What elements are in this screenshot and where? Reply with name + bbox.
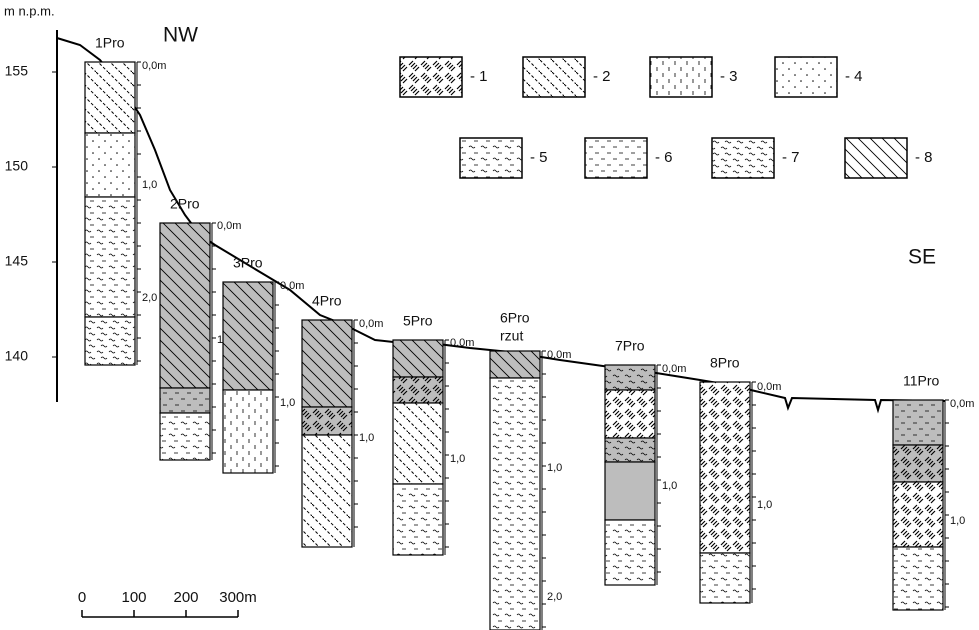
section-diagram: m n.p.m. NW SE 0 100 200 300m 155 150 145 140 -…	[0, 0, 979, 630]
legend-label: - 4	[845, 68, 863, 85]
profile-name: 7Pro	[615, 338, 645, 354]
depth-label: 0,0m	[450, 337, 474, 349]
layer	[85, 133, 135, 197]
layer	[605, 365, 655, 390]
layer	[302, 320, 352, 407]
legend-label: - 3	[720, 68, 738, 85]
layer	[223, 282, 273, 390]
layer	[393, 403, 443, 484]
profile-name: 2Pro	[170, 196, 200, 212]
profile-name: 11Pro	[903, 373, 940, 389]
layer	[393, 340, 443, 377]
profile-name: 4Pro	[312, 293, 342, 309]
scale-label: 300m	[219, 589, 257, 606]
depth-label: 1,0	[547, 462, 562, 474]
depth-label: 0,0m	[359, 318, 383, 330]
layer	[893, 445, 943, 482]
y-tick-label: 150	[5, 158, 29, 174]
depth-label: 1	[217, 334, 223, 346]
depth-label: 0,0m	[142, 60, 166, 72]
legend-label: - 7	[782, 149, 800, 166]
depth-label: 0,0m	[757, 381, 781, 393]
layer	[302, 435, 352, 547]
layer	[302, 407, 352, 435]
layer	[893, 400, 943, 445]
layer	[490, 378, 540, 630]
depth-label: 1,0	[662, 480, 677, 492]
profile-sublabel: rzut	[500, 328, 523, 344]
layer	[490, 351, 540, 378]
legend-swatch	[460, 138, 522, 178]
depth-label: 0,0m	[217, 220, 241, 232]
layer	[393, 484, 443, 555]
layer	[85, 317, 135, 365]
layer	[85, 62, 135, 133]
direction-nw: NW	[163, 24, 198, 47]
scale-bar: 0 100 200 300m	[78, 589, 257, 617]
layer	[605, 520, 655, 585]
layer	[893, 482, 943, 547]
depth-label: 1,0	[280, 397, 295, 409]
layer	[700, 553, 750, 603]
layer	[160, 388, 210, 413]
scale-label: 200	[173, 589, 198, 606]
legend-swatch	[845, 138, 907, 178]
profile-name: 8Pro	[710, 355, 740, 371]
depth-label: 0,0m	[547, 349, 571, 361]
depth-label: 1,0	[359, 432, 374, 444]
legend-swatch	[775, 57, 837, 97]
depth-label: 1,0	[950, 515, 965, 527]
legend-label: - 8	[915, 149, 933, 166]
profile-name: 1Pro	[95, 35, 125, 51]
legend-label: - 6	[655, 149, 673, 166]
y-tick-label: 140	[5, 348, 29, 364]
layer	[85, 197, 135, 317]
depth-label: 0,0m	[950, 398, 974, 410]
depth-label: 2,0	[142, 292, 157, 304]
layer	[160, 413, 210, 460]
legend-label: - 5	[530, 149, 548, 166]
scale-label: 0	[78, 589, 86, 606]
scale-label: 100	[121, 589, 146, 606]
layer	[605, 462, 655, 520]
depth-label: 2,0	[547, 591, 562, 603]
layer	[223, 390, 273, 473]
legend-label: - 1	[470, 68, 488, 85]
depth-label: 0,0m	[662, 363, 686, 375]
y-tick-label: 145	[5, 253, 29, 269]
legend-swatch	[585, 138, 647, 178]
layer	[700, 382, 750, 553]
profile-name: 5Pro	[403, 313, 433, 329]
legend-swatch	[712, 138, 774, 178]
legend-swatch	[523, 57, 585, 97]
layer	[393, 377, 443, 403]
profile-name: 3Pro	[233, 255, 263, 271]
legend-swatch	[650, 57, 712, 97]
legend-swatch	[400, 57, 462, 97]
depth-label: 1,0	[142, 179, 157, 191]
direction-se: SE	[908, 246, 936, 269]
axis-label: m n.p.m.	[4, 3, 55, 18]
depth-label: 0,0m	[280, 280, 304, 292]
profile-name: 6Pro	[500, 310, 530, 326]
layer	[893, 547, 943, 610]
layer	[605, 390, 655, 438]
depth-label: 1,0	[757, 499, 772, 511]
layer	[605, 438, 655, 462]
layer	[160, 223, 210, 388]
legend-label: - 2	[593, 68, 611, 85]
y-tick-label: 155	[5, 63, 29, 79]
depth-label: 1,0	[450, 453, 465, 465]
